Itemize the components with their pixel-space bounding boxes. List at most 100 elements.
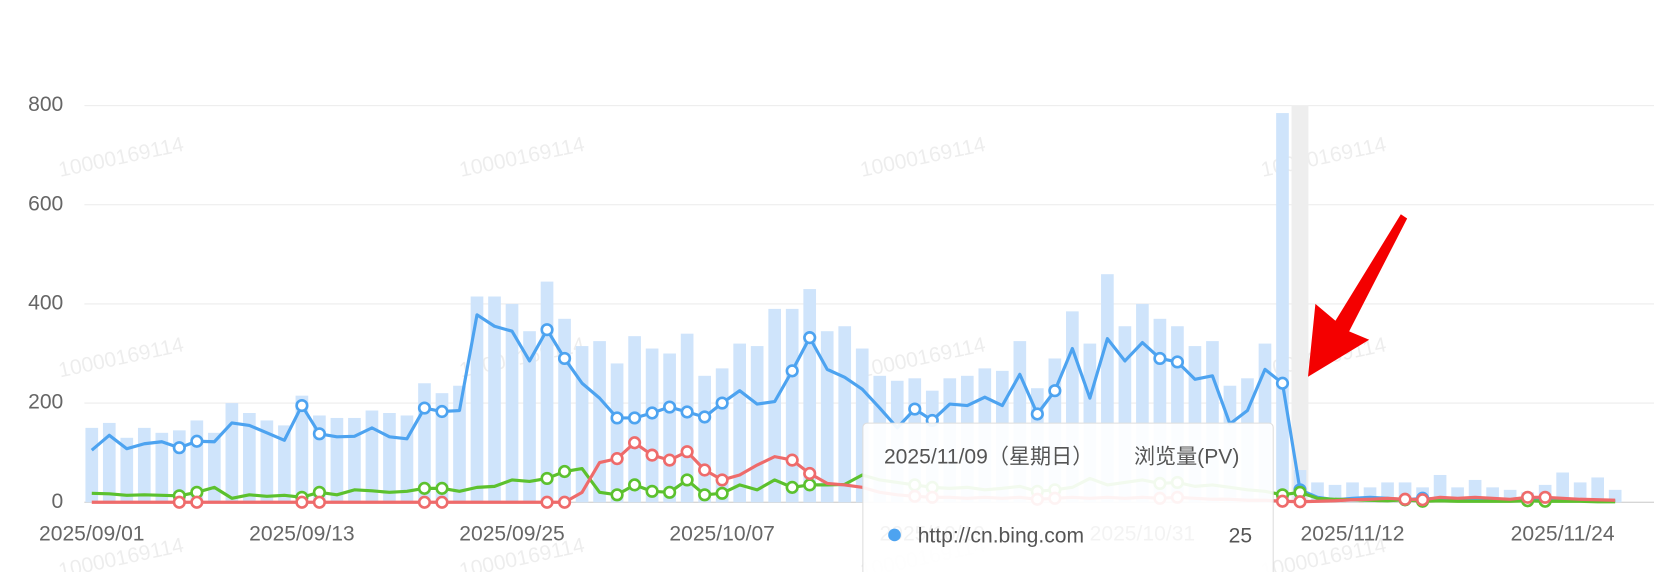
point-marker [698,488,712,502]
point-marker [628,411,642,425]
point-marker [698,463,712,477]
bar [610,363,624,503]
point-marker [803,331,817,345]
point-marker [312,495,327,509]
bar [768,308,782,503]
bar [575,346,589,503]
plot-area: 2025/09/01 2025/09/13 2025/09/25 2025/10/07… [39,105,1622,546]
point-marker [557,351,572,366]
watermark: 10000169114 [457,133,587,182]
watermark: 10000169114 [858,333,988,382]
bar [208,432,221,503]
bar [435,393,449,503]
point-marker [715,486,729,500]
tooltip: 2025/11/09（星期日） 浏览量(PV) http://cn.bing.c… [862,422,1274,572]
bar [505,303,519,503]
bar [348,417,361,503]
point-marker [540,471,554,486]
y-tick-label: 0 [52,490,64,513]
point-marker [540,495,554,509]
point-marker [1153,351,1167,366]
bar [1591,477,1605,503]
point-marker [663,400,677,414]
bar [593,341,606,503]
bar [260,420,274,503]
point-marker [663,453,677,467]
point-marker [1275,376,1290,390]
tooltip-dot [888,528,901,542]
point-marker [610,488,624,502]
point-marker [295,398,309,413]
point-marker [680,473,694,487]
bar [838,326,852,503]
y-tick-label: 800 [28,93,63,116]
point-marker [1398,492,1412,506]
bar [523,331,536,503]
y-tick-label: 600 [28,192,63,215]
bar [243,413,256,503]
bar [453,385,466,503]
bar [365,410,379,503]
watermark: 10000169114 [858,133,988,182]
point-marker [680,445,694,459]
bar [383,413,396,503]
tooltip-title: 2025/11/09（星期日） [884,446,1093,469]
x-tick-label: 2025/09/13 [249,523,355,546]
bar [820,331,834,503]
point-marker [435,481,449,495]
hover-band [1291,105,1309,503]
bar [540,281,554,503]
point-marker [785,480,799,494]
point-marker [645,406,659,420]
point-marker [1030,407,1044,421]
point-marker [715,396,729,410]
bar [102,422,116,503]
point-marker [557,464,572,479]
point-marker [435,404,449,419]
tooltip-value: 25 [1229,525,1252,548]
point-marker [172,495,186,509]
point-marker [610,411,624,425]
point-marker [1538,490,1552,504]
point-marker [540,323,554,337]
line [91,441,1616,504]
point-marker [803,478,817,492]
tooltip-series: http://cn.bing.com [918,525,1084,548]
point-marker [680,405,694,419]
point-marker [628,478,642,492]
bar [645,348,659,503]
x-tick-label: 2025/09/25 [459,523,564,546]
point-marker [295,495,309,509]
x-tick-label: 2025/11/12 [1301,523,1405,546]
point-marker [803,466,817,481]
x-tick-label: 2025/09/01 [39,523,145,546]
point-marker [1415,493,1430,507]
arrow [1308,214,1408,377]
point-marker [1170,355,1185,369]
watermark: 10000169114 [56,333,186,382]
point-marker [417,495,432,509]
tooltip-metric: 浏览量(PV) [1134,445,1239,469]
point-marker [698,410,712,424]
point-marker [435,495,449,509]
point-marker [628,436,642,450]
point-marker [190,434,204,448]
point-marker [645,484,659,498]
bar [278,425,291,503]
bar [663,353,676,503]
bar [733,343,746,503]
point-marker [417,481,432,495]
bar [1433,474,1447,503]
bar [470,296,484,503]
point-marker [908,402,922,416]
point-marker [610,452,624,466]
bar [698,375,711,503]
bar [1573,482,1587,503]
point-marker [557,495,572,509]
bar [1276,113,1289,503]
point-marker [1275,494,1290,508]
bar [750,346,764,503]
point-marker [172,441,186,455]
